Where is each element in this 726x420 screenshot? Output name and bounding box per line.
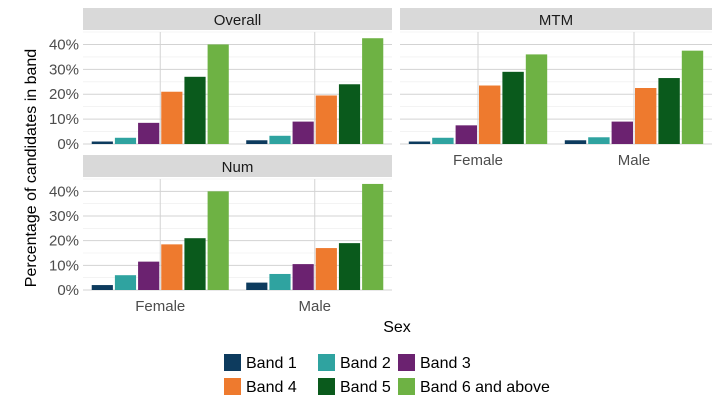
- bar-female-band-6-and-above: [207, 44, 229, 144]
- bar-male-band-6-and-above: [362, 183, 384, 290]
- legend: Band 1 Band 2 Band 3 Band 4 Band 5 Band 6 and…: [224, 354, 550, 396]
- y-tick-label: 20%: [49, 233, 79, 250]
- facet-panels: Overall 0% 10% 20% 30% 40% MTM Female Male Num 0% 1…: [49, 8, 712, 315]
- bar-male-band-3: [292, 121, 314, 144]
- bar-female-band-2: [114, 275, 137, 290]
- panel-overall: Overall 0% 10% 20% 30% 40%: [49, 8, 392, 153]
- bar-female-band-5: [502, 71, 524, 144]
- y-tick-label: 30%: [49, 61, 79, 78]
- bar-male-band-5: [338, 243, 361, 290]
- y-tick-label: 10%: [49, 111, 79, 128]
- x-tick-label: Female: [135, 298, 185, 315]
- y-tick-label: 10%: [49, 257, 79, 274]
- bar-female-band-4: [161, 91, 183, 144]
- legend-key: [318, 354, 335, 371]
- bar-male-band-1: [246, 282, 268, 290]
- facet-strip: [400, 8, 712, 30]
- bar-male-band-1: [246, 140, 268, 144]
- legend-key: [224, 354, 241, 371]
- facet-title: Overall: [214, 12, 262, 29]
- bar-male-band-4: [315, 248, 337, 290]
- bar-male-band-5: [658, 78, 680, 144]
- panel-num: Num 0% 10% 20% 30% 40% Female Male: [49, 155, 392, 315]
- bar-male-band-2: [588, 137, 610, 144]
- y-axis-title: Percentage of candidates in band: [23, 49, 40, 287]
- x-tick-label: Male: [618, 152, 651, 169]
- bar-male-band-6-and-above: [681, 50, 704, 144]
- bar-female-band-5: [184, 238, 206, 290]
- bar-male-band-3: [611, 121, 633, 144]
- bar-female-band-6-and-above: [525, 54, 548, 144]
- x-tick-label: Female: [453, 152, 503, 169]
- legend-label: Band 6 and above: [420, 379, 550, 396]
- legend-key: [318, 378, 335, 395]
- bar-female-band-4: [479, 85, 501, 144]
- bar-female-band-2: [114, 137, 137, 144]
- facet-title: MTM: [539, 12, 573, 29]
- bar-male-band-4: [635, 88, 657, 144]
- legend-label: Band 3: [420, 355, 471, 372]
- x-axis-title: Sex: [383, 319, 411, 336]
- y-tick-label: 40%: [49, 183, 79, 200]
- bar-female-band-3: [455, 125, 477, 144]
- bar-male-band-1: [564, 140, 587, 144]
- bar-male-band-4: [315, 95, 337, 144]
- bar-female-band-3: [138, 261, 160, 290]
- bar-male-band-3: [292, 264, 314, 290]
- bar-female-band-3: [138, 122, 160, 144]
- bar-female-band-2: [432, 137, 454, 144]
- legend-label: Band 2: [340, 355, 391, 372]
- bar-male-band-2: [269, 273, 291, 290]
- bar-female-band-4: [161, 244, 183, 290]
- bar-male-band-6-and-above: [362, 38, 384, 144]
- legend-label: Band 5: [340, 379, 391, 396]
- bar-female-band-5: [184, 76, 206, 144]
- facet-title: Num: [222, 159, 254, 176]
- bar-male-band-2: [269, 135, 291, 144]
- bar-female-band-6-and-above: [207, 191, 229, 290]
- facet-strip: [83, 8, 392, 30]
- bar-female-band-1: [408, 141, 431, 144]
- facet-strip: [83, 155, 392, 177]
- legend-label: Band 1: [246, 355, 297, 372]
- x-tick-label: Male: [298, 298, 331, 315]
- legend-key: [398, 378, 415, 395]
- panel-mtm: MTM Female Male: [400, 8, 712, 169]
- bar-female-band-1: [91, 285, 113, 290]
- legend-key: [398, 354, 415, 371]
- legend-label: Band 4: [246, 379, 297, 396]
- y-tick-label: 30%: [49, 208, 79, 225]
- y-tick-label: 40%: [49, 36, 79, 53]
- bar-male-band-5: [338, 84, 361, 144]
- y-tick-label: 0%: [57, 136, 79, 153]
- bar-female-band-1: [91, 141, 113, 144]
- y-tick-label: 20%: [49, 86, 79, 103]
- legend-key: [224, 378, 241, 395]
- y-tick-label: 0%: [57, 282, 79, 299]
